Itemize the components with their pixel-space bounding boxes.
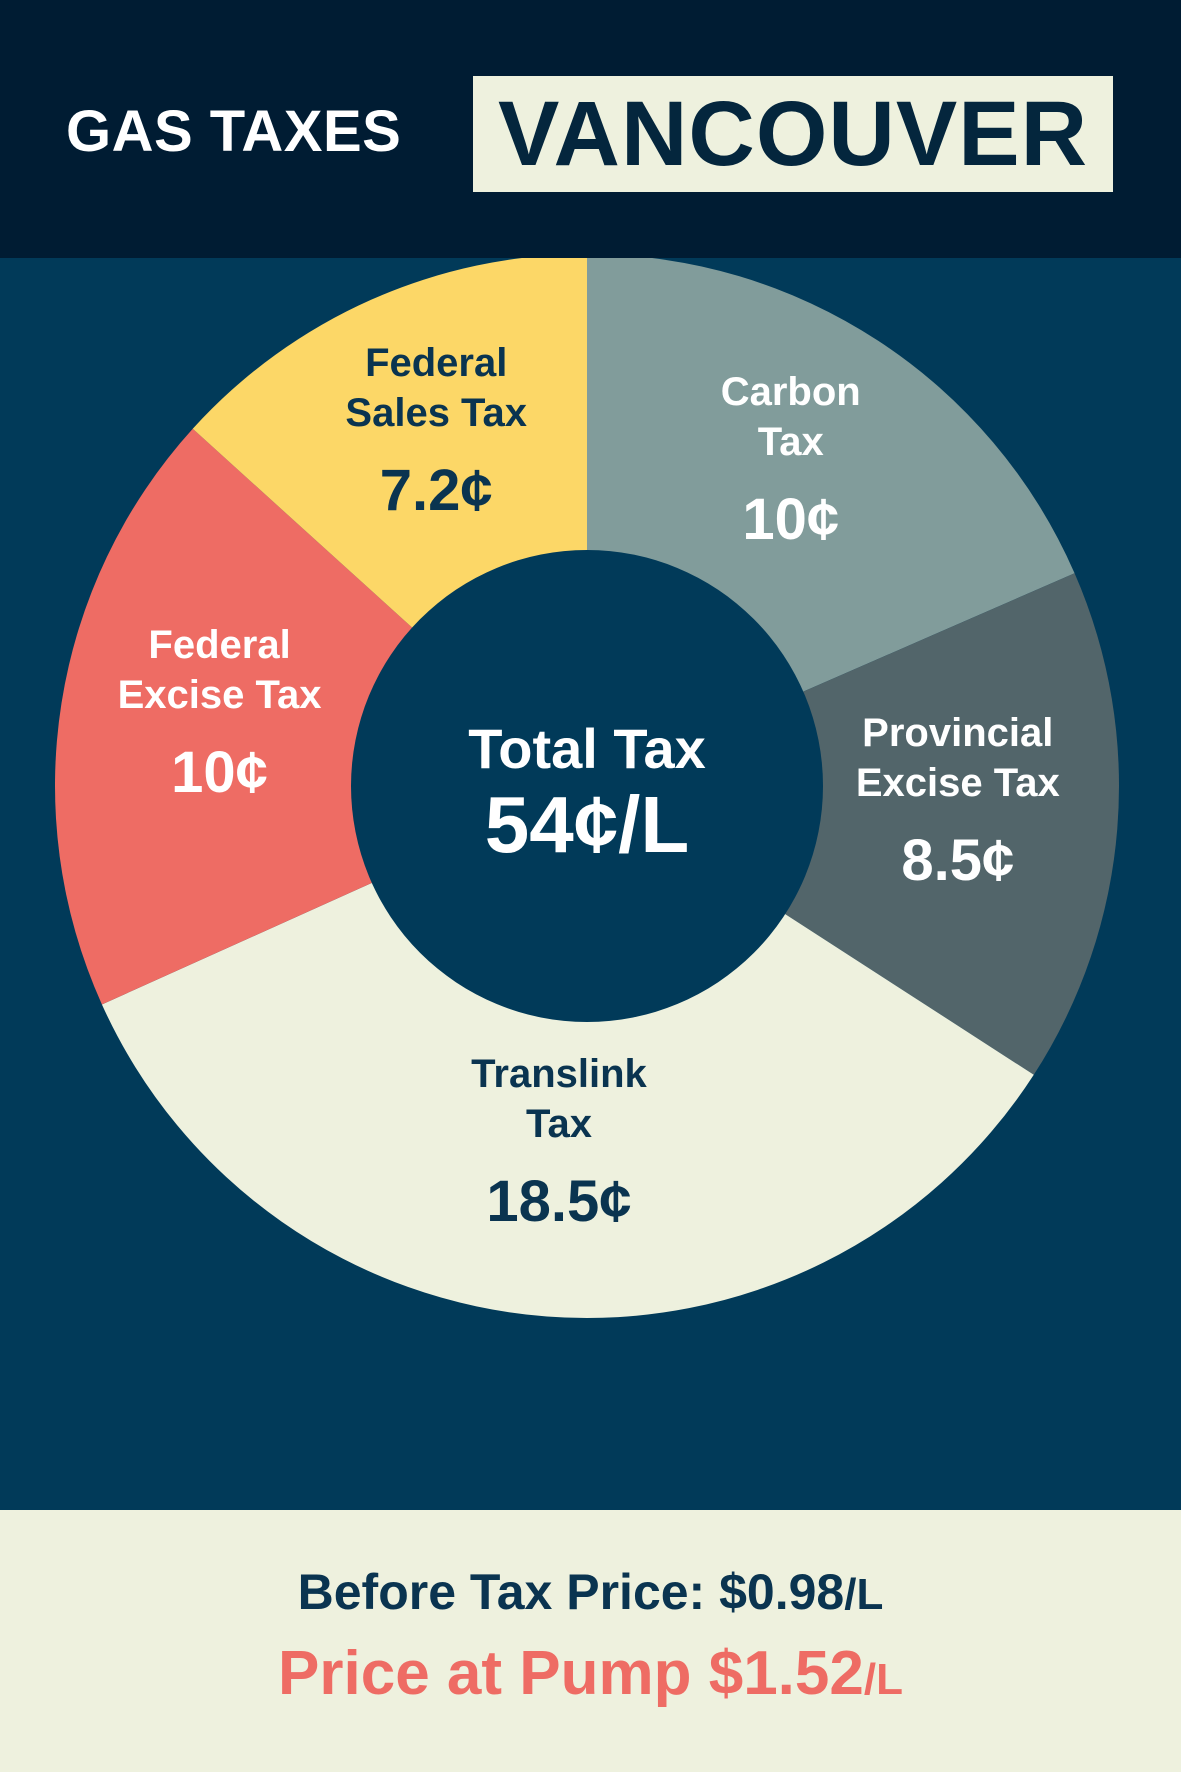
price-footer: Before Tax Price: $0.98/L Price at Pump …	[0, 1510, 1181, 1772]
header-banner: GAS TAXES VANCOUVER	[0, 0, 1181, 258]
slice-label-federal-excise-tax: Federal Excise Tax 10¢	[118, 623, 322, 805]
slice-federal-excise-tax	[55, 428, 587, 1005]
slice-value-federal-sales-tax: 7.2¢	[380, 458, 493, 523]
slice-label-federal-sales-tax: Federal Sales Tax 7.2¢	[345, 341, 527, 523]
center-label: Total Tax	[468, 717, 706, 780]
slice-name-provincial-excise-tax: Excise Tax	[856, 761, 1060, 805]
donut-chart: Carbon Tax 10¢ Provincial Excise Tax 8.5¢ Tran…	[55, 258, 1120, 1318]
slice-translink-tax	[101, 786, 1034, 1318]
page-title: GAS TAXES	[66, 99, 402, 164]
slice-name-federal-excise-tax: Federal	[148, 623, 290, 667]
slice-name-federal-sales-tax: Sales Tax	[345, 391, 527, 435]
slice-value-carbon-tax: 10¢	[742, 487, 839, 552]
slice-labels: Carbon Tax 10¢ Provincial Excise Tax 8.5¢ Tran…	[118, 341, 1060, 1234]
slice-label-translink-tax: Translink Tax 18.5¢	[471, 1052, 647, 1234]
slice-name-translink-tax: Tax	[526, 1102, 592, 1146]
slice-value-translink-tax: 18.5¢	[486, 1169, 631, 1234]
slice-name-carbon-tax: Tax	[758, 420, 824, 464]
before-tax-unit: /L	[844, 1570, 884, 1619]
slice-label-carbon-tax: Carbon Tax 10¢	[721, 370, 861, 552]
center-value: 54¢/L	[485, 780, 690, 869]
slice-provincial-excise-tax	[587, 573, 1120, 1075]
chart-area: Carbon Tax 10¢ Provincial Excise Tax 8.5¢ Tran…	[0, 258, 1181, 1510]
slice-name-provincial-excise-tax: Provincial	[862, 711, 1053, 755]
slice-name-federal-excise-tax: Excise Tax	[118, 673, 322, 717]
before-tax-label: Before Tax Price: $0.98	[297, 1564, 845, 1620]
pump-price-label: Price at Pump $1.52	[278, 1639, 864, 1708]
donut-center	[351, 550, 823, 1022]
city-title: VANCOUVER	[497, 83, 1089, 185]
slice-value-federal-excise-tax: 10¢	[171, 740, 268, 805]
slice-name-federal-sales-tax: Federal	[365, 341, 507, 385]
pump-price-unit: /L	[863, 1655, 903, 1704]
slice-value-provincial-excise-tax: 8.5¢	[901, 828, 1014, 893]
city-badge: VANCOUVER	[473, 76, 1113, 192]
pump-price: Price at Pump $1.52/L	[0, 1634, 1181, 1720]
slice-name-carbon-tax: Carbon	[721, 370, 861, 414]
slice-name-translink-tax: Translink	[471, 1052, 647, 1096]
slice-label-provincial-excise-tax: Provincial Excise Tax 8.5¢	[856, 711, 1060, 893]
before-tax-price: Before Tax Price: $0.98/L	[0, 1560, 1181, 1627]
